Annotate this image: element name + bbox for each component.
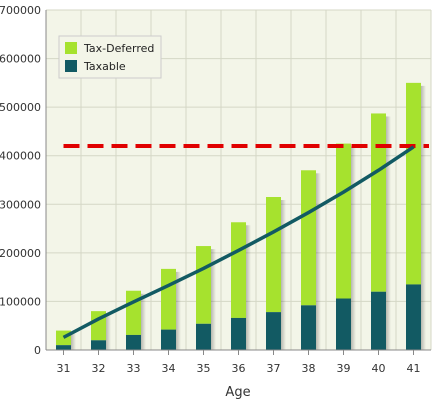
bar-shadow	[246, 225, 251, 350]
x-tick-label: 31	[57, 362, 71, 375]
bar-tax-deferred	[301, 170, 316, 306]
bar-tax-deferred	[406, 82, 421, 285]
y-tick-label: 300000	[0, 198, 41, 211]
bar-shadow	[386, 116, 391, 350]
bar-taxable	[126, 334, 141, 350]
x-tick-label: 35	[197, 362, 211, 375]
trend-line	[62, 145, 415, 339]
x-tick-label: 38	[302, 362, 316, 375]
bar-shadow	[421, 85, 426, 350]
legend-label: Tax-Deferred	[83, 42, 154, 55]
legend-swatch	[65, 60, 77, 72]
bar-tax-deferred	[231, 222, 246, 318]
bar-tax-deferred	[196, 246, 211, 324]
legend-swatch	[65, 42, 77, 54]
bar-tax-deferred	[371, 113, 386, 292]
y-tick-label: 700000	[0, 4, 41, 17]
bar-taxable	[56, 345, 71, 350]
x-tick-label: 39	[337, 362, 351, 375]
x-tick-label: 36	[232, 362, 246, 375]
bar-taxable	[301, 305, 316, 350]
bar-tax-deferred	[266, 197, 281, 313]
x-tick-label: 41	[407, 362, 421, 375]
bar-taxable	[371, 291, 386, 350]
bar-tax-deferred	[161, 268, 176, 330]
x-axis-title: Age	[225, 385, 250, 400]
bar-shadow	[176, 271, 181, 350]
bar-taxable	[266, 312, 281, 350]
legend-label: Taxable	[83, 60, 126, 73]
y-tick-label: 0	[34, 344, 41, 357]
bar-taxable	[406, 284, 421, 350]
legend: Tax-Deferred Taxable	[58, 35, 162, 79]
overlay-lines	[62, 144, 429, 339]
bar-taxable	[231, 317, 246, 350]
bar-shadow	[71, 333, 76, 350]
x-tick-labels: 31 32 33 34 35 36 37 38 39 40 41	[57, 350, 421, 375]
bar-taxable	[161, 329, 176, 350]
bar-shadow	[141, 293, 146, 350]
y-tick-label: 400000	[0, 150, 41, 163]
bar-shadow	[211, 249, 216, 350]
bar-shadow	[316, 173, 321, 350]
bar-taxable	[91, 340, 106, 350]
y-tick-label: 600000	[0, 53, 41, 66]
y-tick-label: 100000	[0, 295, 41, 308]
bar-shadow	[281, 200, 286, 350]
x-tick-label: 32	[92, 362, 106, 375]
x-tick-label: 34	[162, 362, 176, 375]
bar-shadow	[106, 314, 111, 350]
x-tick-label: 37	[267, 362, 281, 375]
bar-tax-deferred	[336, 143, 351, 299]
bar-shadow	[351, 146, 356, 350]
bar-taxable	[336, 298, 351, 350]
x-tick-label: 33	[127, 362, 141, 375]
bar-tax-deferred	[126, 290, 141, 335]
x-tick-label: 40	[372, 362, 386, 375]
bar-taxable	[196, 323, 211, 350]
y-tick-labels: 0 100000 200000 300000 400000 500000 600000 700…	[0, 4, 41, 357]
y-tick-label: 500000	[0, 101, 41, 114]
y-tick-label: 200000	[0, 247, 41, 260]
